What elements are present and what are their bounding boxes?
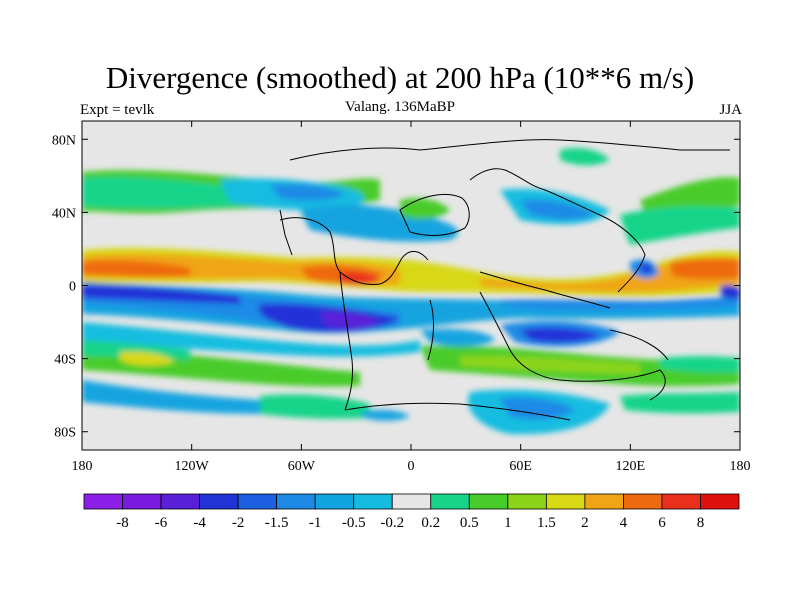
colorbar-label: -0.2 — [380, 515, 404, 531]
contour-region — [420, 328, 495, 347]
coastline — [399, 193, 470, 236]
colorbar-swatch — [700, 493, 740, 510]
colorbar-swatch — [237, 493, 278, 510]
colorbar-swatch — [83, 493, 123, 510]
contour-region — [360, 409, 410, 421]
colorbar-label: -2 — [232, 515, 245, 531]
colorbar-label: 8 — [697, 515, 705, 531]
contour-region — [340, 272, 380, 285]
x-tick-label: 120E — [616, 459, 646, 474]
x-tick-label: 180 — [72, 459, 93, 474]
contour-region — [500, 296, 740, 310]
contour-region — [400, 198, 450, 220]
x-tick-label: 60E — [509, 459, 532, 474]
colorbar-label: -0.5 — [342, 515, 366, 531]
colorbar-label: 6 — [658, 515, 666, 531]
colorbar-swatch — [391, 493, 432, 510]
x-tick-label: 0 — [408, 459, 415, 474]
coastline — [427, 299, 435, 361]
contour-region — [270, 184, 345, 201]
contour-region — [640, 263, 653, 274]
colorbar-swatch — [507, 493, 547, 510]
colorbar-label: 4 — [620, 515, 628, 531]
colorbar-swatch — [661, 493, 701, 510]
y-tick-label: 80S — [54, 426, 76, 441]
contour-fields — [82, 148, 740, 435]
y-tick-label: 40S — [54, 353, 76, 368]
map-plot-area — [82, 121, 740, 450]
colorbar-label: -6 — [155, 515, 168, 531]
experiment-label: Expt = tevlk — [80, 102, 155, 118]
contour-region — [520, 199, 595, 220]
coastline — [479, 291, 561, 381]
coastline — [279, 217, 429, 285]
contour-region — [260, 394, 370, 419]
contour-region — [82, 282, 740, 333]
coastline — [609, 329, 669, 361]
contour-region — [660, 356, 740, 373]
colorbar-swatch — [430, 493, 470, 510]
contour-region — [720, 285, 740, 299]
contour-region — [460, 355, 640, 374]
season-label: JJA — [719, 102, 742, 118]
colorbar-swatch — [623, 493, 663, 510]
colorbar: -8 -6 -4 -2 -1.5 -1 -0.5 -0.2 0.2 0.5 1 1.5 2 4 6 8 — [83, 493, 740, 531]
colorbar-swatch — [199, 493, 239, 510]
coastline — [344, 402, 571, 421]
contour-region — [82, 340, 190, 360]
colorbar-swatch — [584, 493, 624, 510]
chart-title: Divergence (smoothed) at 200 hPa (10**6 … — [105, 60, 695, 95]
colorbar-swatch — [160, 493, 200, 510]
colorbar-label: -8 — [116, 515, 129, 531]
contour-region — [620, 392, 740, 414]
contour-region — [500, 397, 575, 420]
contour-region — [670, 258, 740, 280]
colorbar-swatch — [468, 493, 509, 510]
coastline — [279, 209, 293, 256]
colorbar-label: 0.5 — [460, 515, 479, 531]
x-tick-label: 120W — [175, 459, 210, 474]
coastline — [339, 271, 353, 411]
continent-outlines — [279, 139, 730, 421]
contour-region — [82, 380, 260, 414]
y-tick-label: 40N — [52, 206, 76, 221]
colorbar-swatch — [122, 493, 162, 510]
colorbar-label: 1.5 — [537, 515, 556, 531]
contour-region — [82, 322, 420, 357]
y-tick-label: 0 — [69, 280, 76, 295]
colorbar-swatch — [314, 493, 355, 510]
colorbar-label: -1 — [309, 515, 322, 531]
contour-region — [82, 260, 190, 277]
coastline — [479, 271, 611, 309]
chart-subtitle: Valang. 136MaBP — [345, 99, 455, 115]
x-tick-label: 180 — [730, 459, 751, 474]
colorbar-label: 0.2 — [421, 515, 440, 531]
y-tick-label: 80N — [52, 133, 76, 148]
colorbar-label: 2 — [581, 515, 589, 531]
axis-ticks: 180 120W 60W 0 60E 120E 180 80N 40N 0 40S 80S — [52, 121, 751, 474]
colorbar-label: 1 — [504, 515, 512, 531]
colorbar-swatch — [545, 493, 586, 510]
x-tick-label: 60W — [288, 459, 316, 474]
colorbar-label: -4 — [193, 515, 206, 531]
contour-region — [120, 351, 175, 366]
coastline — [559, 369, 666, 401]
contour-region — [560, 148, 610, 166]
contour-region — [620, 206, 740, 245]
contour-region — [82, 176, 260, 209]
colorbar-swatch — [276, 493, 316, 510]
contour-region — [300, 204, 459, 242]
coastline — [289, 139, 730, 161]
contour-region — [320, 311, 380, 329]
colorbar-swatch — [353, 493, 393, 510]
contour-region — [82, 284, 240, 304]
coastline — [469, 168, 646, 293]
contour-region — [520, 327, 600, 343]
colorbar-label: -1.5 — [265, 515, 289, 531]
